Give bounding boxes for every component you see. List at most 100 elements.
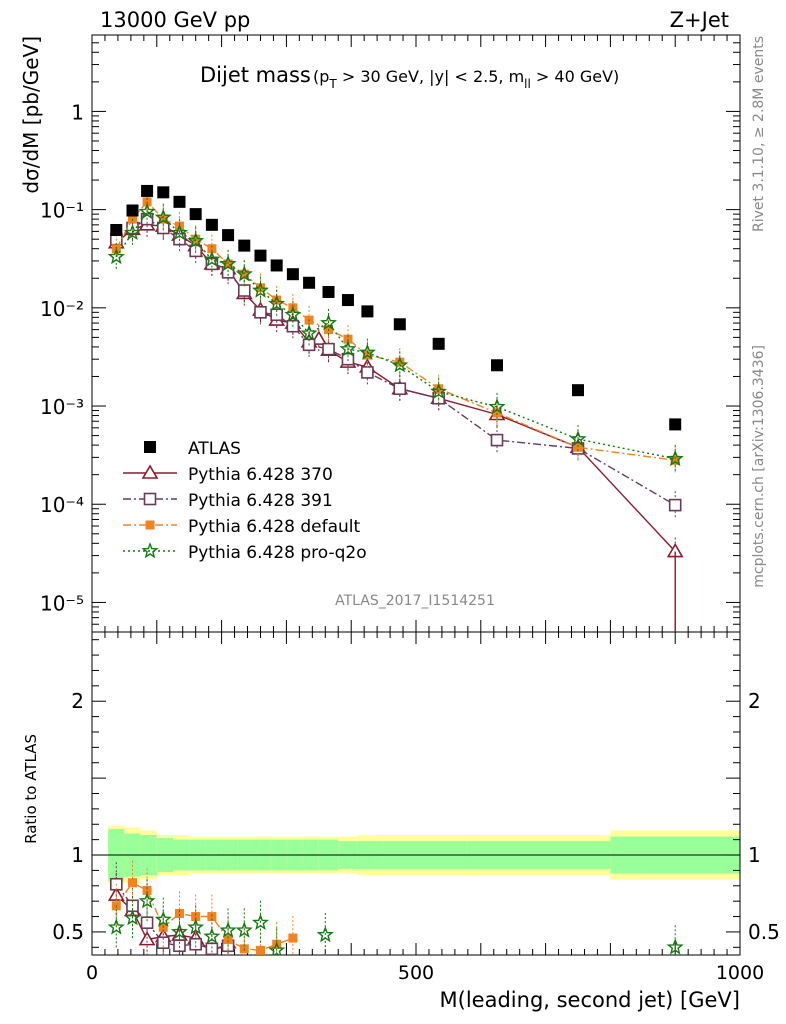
data-point [666, 449, 684, 467]
data-point [286, 268, 299, 281]
data-point [254, 249, 267, 262]
data-point [189, 937, 202, 951]
header-left: 13000 GeV pp [100, 8, 251, 32]
legend-label: Pythia 6.428 370 [188, 465, 333, 485]
data-point [251, 913, 269, 931]
data-point [251, 281, 269, 298]
data-point [341, 294, 354, 307]
data-point [288, 933, 298, 943]
data-point [670, 455, 680, 465]
ratio-series-pythia-6-428-pro-q2o [107, 879, 684, 955]
data-point [145, 520, 155, 530]
data-point [222, 229, 235, 242]
data-point [490, 433, 504, 447]
ratio-y-tick-label-right: 0.5 [748, 920, 780, 944]
series-pythia-6-428-default [111, 187, 680, 475]
data-point [358, 343, 376, 360]
data-point [144, 441, 156, 453]
data-point [219, 921, 237, 938]
data-point [320, 314, 338, 331]
legend-label: ATLAS [188, 439, 241, 459]
data-point [303, 276, 316, 289]
data-point [316, 926, 334, 943]
series-line [115, 224, 676, 552]
data-point [666, 938, 684, 955]
data-point [205, 218, 218, 231]
data-point [143, 492, 157, 506]
data-point [110, 224, 123, 237]
data-point [157, 186, 170, 199]
y-tick-label: 10⁻⁵ [40, 591, 84, 615]
data-point [223, 935, 233, 945]
data-point [207, 912, 217, 922]
y-axis-label: dσ/dM [pb/GeV] [19, 36, 43, 194]
series-atlas [110, 184, 682, 431]
x-tick-label: 500 [398, 962, 434, 984]
legend-item: Pythia 6.428 370 [123, 464, 333, 485]
data-point [203, 250, 221, 267]
plot-title-cuts: (pT > 30 GeV, |y| < 2.5, mll > 40 GeV) [313, 67, 619, 91]
y-tick-label: 10⁻⁴ [40, 493, 84, 517]
ratio-y-tick-label-right: 2 [748, 689, 761, 713]
ratio-y-tick-label: 0.5 [52, 920, 84, 944]
ratio-y-tick-label-right: 1 [748, 843, 761, 867]
y-tick-label: 1 [71, 100, 84, 124]
legend-label: Pythia 6.428 default [188, 517, 361, 537]
data-point [395, 357, 405, 367]
legend-label: Pythia 6.428 391 [188, 491, 333, 511]
data-point [668, 498, 682, 512]
data-point [128, 878, 137, 888]
data-point [219, 254, 237, 272]
data-point [205, 942, 219, 955]
data-point [123, 909, 142, 926]
y-tick-label: 10⁻² [40, 297, 84, 321]
y-tick-label: 10⁻¹ [40, 199, 84, 223]
data-point [393, 318, 406, 331]
legend-item: Pythia 6.428 default [123, 517, 361, 537]
data-point [170, 223, 188, 241]
x-axis-label: M(leading, second jet) [GeV] [440, 988, 740, 1012]
data-point [207, 244, 217, 254]
data-point [235, 921, 253, 938]
data-point [141, 184, 154, 197]
data-point [238, 239, 251, 252]
legend-item: Pythia 6.428 391 [123, 491, 333, 511]
data-point [189, 208, 202, 221]
data-point [432, 337, 445, 350]
legend: ATLAS Pythia 6.428 370 Pythia 6.428 391 Pyt… [123, 439, 367, 563]
data-point [361, 305, 374, 318]
data-point [237, 284, 251, 297]
header-right: Z+Jet [669, 8, 729, 32]
data-point [235, 265, 253, 282]
rivet-label: Rivet 3.1.10, ≥ 2.8M events [751, 36, 767, 232]
data-point [191, 912, 201, 922]
data-point [123, 224, 142, 241]
x-tick-label: 1000 [716, 962, 764, 984]
data-point [141, 464, 159, 479]
ratio-plot-frame [91, 631, 741, 956]
series-pythia-6-428-pro-q2o [107, 197, 684, 473]
data-point [391, 356, 409, 373]
data-point [255, 283, 265, 293]
data-point [284, 305, 302, 322]
analysis-label: ATLAS_2017_I1514251 [335, 593, 495, 609]
data-point [173, 939, 186, 953]
data-point [170, 922, 188, 940]
data-point [270, 259, 283, 272]
data-point [322, 285, 335, 298]
series-line [115, 210, 676, 460]
data-point [572, 384, 584, 397]
data-point [141, 542, 159, 559]
ratio-line [115, 883, 229, 950]
legend-item: Pythia 6.428 pro-q2o [123, 542, 367, 563]
data-point [203, 927, 221, 944]
x-tick-label: 0 [86, 962, 98, 984]
legend-item: ATLAS [144, 439, 241, 459]
data-point [187, 231, 205, 249]
data-point [140, 916, 154, 930]
data-point [434, 384, 444, 394]
data-point [126, 204, 139, 217]
data-point [158, 214, 168, 224]
data-point [272, 295, 282, 305]
